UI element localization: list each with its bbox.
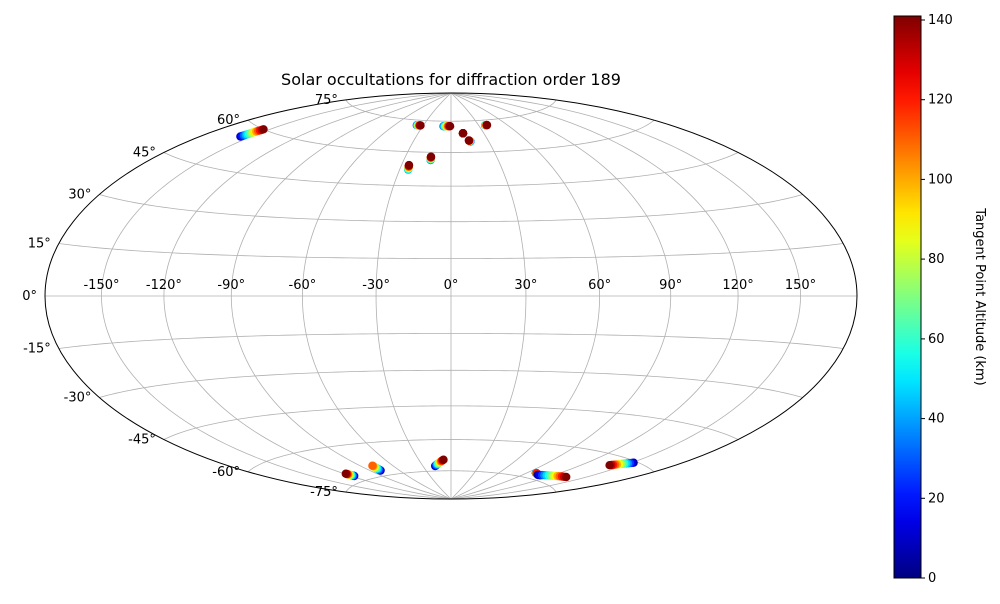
occultation-point (416, 121, 425, 130)
lat-tick-label: -45° (128, 433, 156, 448)
map-boundary (44, 92, 858, 500)
lat-tick-label: 60° (217, 113, 240, 128)
lon-tick-label: -120° (146, 278, 182, 293)
parallel-line (163, 152, 739, 187)
parallel-line (247, 119, 655, 153)
lat-tick-label: -75° (310, 485, 338, 500)
lat-tick-label: 15° (28, 237, 51, 252)
longitude-tick-labels: -150° -120° -90° -60° -30° 0° 30° 60° 90° 120° 150… (83, 278, 816, 293)
occultation-point (458, 129, 468, 138)
colorbar-tick-label: 0 (928, 571, 936, 586)
lon-tick-label: 150° (785, 278, 816, 293)
lon-tick-label: 120° (722, 278, 753, 293)
lat-tick-label: 0° (22, 289, 37, 304)
occultation-point (404, 160, 414, 170)
lon-tick-label: 60° (588, 278, 611, 293)
occultation-point (259, 125, 268, 134)
colorbar-tick-label: 120 (928, 93, 953, 108)
colorbar-gradient (893, 15, 922, 579)
lon-tick-label: -60° (289, 278, 317, 293)
occultation-point (562, 472, 571, 482)
occultation-point (439, 455, 448, 464)
lon-tick-label: 90° (659, 278, 682, 293)
parallel-line (58, 243, 844, 259)
lat-tick-label: 75° (315, 93, 338, 108)
lon-tick-label: 30° (514, 278, 537, 293)
occultation-point (482, 120, 492, 130)
graticule-grid (45, 93, 857, 499)
parallel-line (58, 333, 844, 349)
lat-tick-label: 45° (133, 146, 156, 161)
colorbar-tick-label: 20 (928, 491, 945, 506)
latitude-tick-labels: -75° -60° -45° -30° -15° 0° 15° 30° 45° 60° 75° (22, 93, 338, 500)
colorbar-tick-label: 140 (928, 13, 953, 28)
lon-tick-label: 0° (444, 278, 459, 293)
colorbar-tick-label: 100 (928, 172, 953, 187)
colorbar-label: Tangent Point Altitude (km) (972, 207, 987, 385)
lat-tick-label: -60° (212, 465, 240, 480)
colorbar-tick-label: 80 (928, 252, 945, 267)
lon-tick-label: -90° (217, 278, 245, 293)
occultation-point (426, 152, 436, 161)
colorbar: 0 20 40 60 80 100 120 140 Tangent Point Altitud… (893, 13, 987, 586)
occultation-points (236, 120, 638, 482)
lat-tick-label: 30° (68, 188, 91, 203)
parallel-line (163, 405, 739, 440)
parallel-line (345, 470, 557, 493)
parallel-line (99, 194, 803, 223)
lon-tick-label: -30° (362, 278, 390, 293)
colorbar-tick-label: 60 (928, 332, 945, 347)
lat-tick-label: -30° (64, 391, 92, 406)
parallel-line (345, 99, 557, 122)
occultation-point (445, 122, 455, 131)
occultation-point (368, 461, 377, 470)
colorbar-tick-label: 40 (928, 412, 945, 427)
lon-tick-label: -150° (83, 278, 119, 293)
occultation-point (341, 469, 350, 478)
occultation-point (464, 136, 474, 145)
colorbar-ticks: 0 20 40 60 80 100 120 140 (921, 13, 953, 586)
occultation-point (605, 461, 614, 470)
chart-title: Solar occultations for diffraction order… (281, 70, 621, 89)
parallel-line (247, 439, 655, 473)
parallel-line (99, 369, 803, 398)
lat-tick-label: -15° (23, 342, 51, 357)
